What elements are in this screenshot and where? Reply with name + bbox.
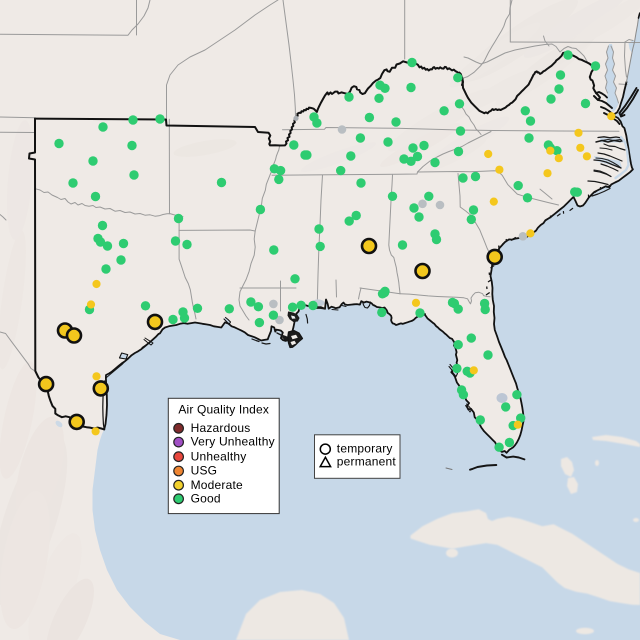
svg-text:Very Unhealthy: Very Unhealthy [191, 435, 275, 449]
svg-text:Good: Good [191, 491, 221, 505]
svg-text:Air Quality Index: Air Quality Index [178, 402, 269, 416]
svg-text:Hazardous: Hazardous [191, 421, 251, 435]
svg-text:USG: USG [191, 464, 218, 478]
svg-text:Moderate: Moderate [191, 478, 243, 492]
svg-text:Unhealthy: Unhealthy [191, 449, 247, 463]
svg-text:permanent: permanent [337, 454, 397, 468]
svg-text:temporary: temporary [337, 442, 393, 456]
